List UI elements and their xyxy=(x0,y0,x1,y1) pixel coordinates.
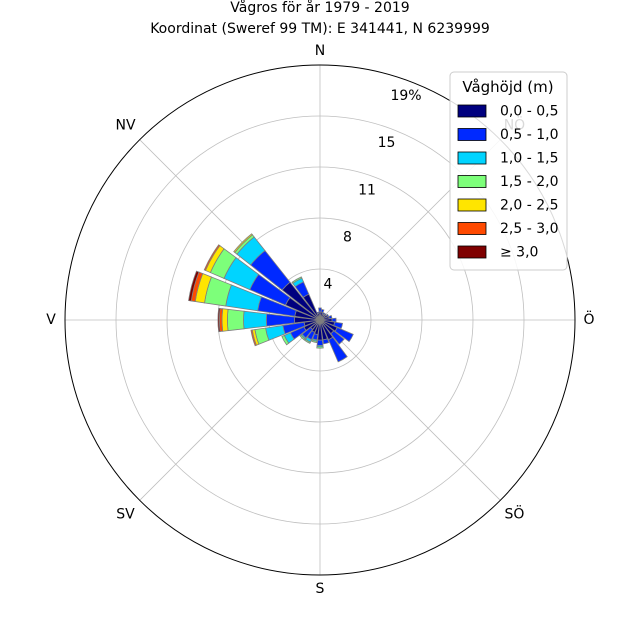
direction-label-NV: NV xyxy=(116,118,136,134)
bar-dir165-series1 xyxy=(322,338,330,345)
legend-swatch xyxy=(457,198,487,212)
bar-dir255-series5 xyxy=(250,329,257,347)
polar-frame xyxy=(64,64,576,576)
bar-dir225-series3 xyxy=(299,334,306,341)
bar-dir270-series4 xyxy=(221,308,229,332)
bar-dir210-series3 xyxy=(304,338,311,344)
legend: Våghöjd (m) 0,0 - 0,5 0,5 - 1,0 1,0 - 1,5 1… xyxy=(449,71,568,271)
legend-swatch xyxy=(457,104,487,118)
direction-label-SV: SV xyxy=(116,506,135,522)
legend-swatch xyxy=(457,151,487,165)
bar-dir270-series3 xyxy=(226,308,245,332)
legend-label: 1,5 - 2,0 xyxy=(500,174,558,190)
radial-tick-label: 15 xyxy=(378,135,396,151)
bar-dir90-series1 xyxy=(331,317,337,323)
bar-dir120-series1 xyxy=(334,326,354,343)
direction-label-S: S xyxy=(316,581,325,597)
legend-label: 0,5 - 1,0 xyxy=(500,127,558,143)
legend-box xyxy=(449,71,568,271)
bar-dir180-series1 xyxy=(316,339,324,346)
legend-title: Våghöjd (m) xyxy=(462,78,553,96)
legend-swatch xyxy=(457,128,487,141)
bar-dir240-series3 xyxy=(281,334,290,346)
grid-spoke-3 xyxy=(319,319,501,501)
bar-dir270-series6 xyxy=(217,307,221,333)
bar-dir75-series1 xyxy=(328,315,333,320)
direction-label-V: V xyxy=(46,312,56,328)
legend-label: 1,0 - 1,5 xyxy=(500,151,558,167)
bar-dir15-series1 xyxy=(320,308,325,314)
radial-tick-label: 19% xyxy=(390,88,421,104)
bar-dir315-series4 xyxy=(233,233,254,254)
direction-label-N: N xyxy=(315,43,325,59)
legend-swatch xyxy=(457,245,487,259)
bar-dir195-series3 xyxy=(311,339,318,344)
legend-label: ≥ 3,0 xyxy=(500,245,538,261)
bar-dir270-series2 xyxy=(243,310,268,330)
direction-label-Ö: Ö xyxy=(583,310,594,328)
bar-dir105-series1 xyxy=(333,321,344,329)
bar-dir300-series5 xyxy=(203,244,221,271)
chart-subtitle: Koordinat (Sweref 99 TM): E 341441, N 62… xyxy=(150,21,490,37)
legend-label: 0,0 - 0,5 xyxy=(500,104,558,120)
legend-swatch xyxy=(457,175,487,188)
radial-tick-labels: 4 8 11 15 19% xyxy=(324,88,422,292)
bar-dir345-series1 xyxy=(316,311,320,315)
grid-spoke-5 xyxy=(139,319,321,501)
legend-label: 2,0 - 2,5 xyxy=(500,198,558,214)
radial-tick-label: 8 xyxy=(343,229,352,245)
bar-dir0-series1 xyxy=(318,307,322,313)
bar-dir285-series6 xyxy=(188,270,200,302)
radial-tick-label: 4 xyxy=(324,277,333,293)
bar-dir180-series3 xyxy=(316,346,324,349)
bar-dir150-series1 xyxy=(328,336,348,363)
legend-swatch xyxy=(457,222,487,235)
legend-label: 2,5 - 3,0 xyxy=(500,221,558,237)
radial-tick-label: 11 xyxy=(358,182,376,198)
bar-dir135-series1 xyxy=(330,330,345,345)
chart-title: Vågros för år 1979 - 2019 xyxy=(230,0,409,16)
direction-label-SÖ: SÖ xyxy=(505,504,525,522)
bar-dir330-series3 xyxy=(291,276,303,284)
rose-bars xyxy=(188,233,354,363)
